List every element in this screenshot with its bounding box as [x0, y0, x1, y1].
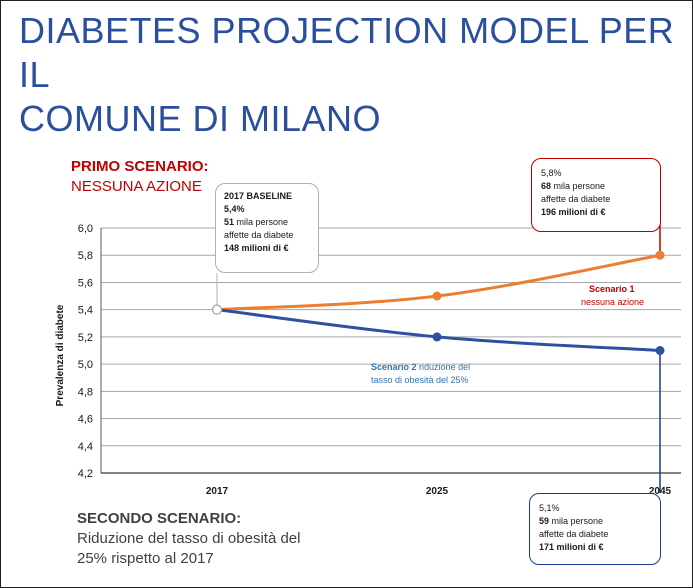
scenario-2-block: SECONDO SCENARIO: Riduzione del tasso di… — [77, 509, 337, 569]
scenario-1-point — [432, 291, 442, 301]
s1-callout-people-text: mila persone — [553, 181, 606, 191]
baseline-callout: 2017 BASELINE 5,4% 51 mila persone affet… — [215, 183, 319, 273]
s1-callout-pct: 5,8% — [541, 168, 562, 178]
y-tick-label: 4,8 — [78, 386, 93, 398]
scenario-1-heading: PRIMO SCENARIO: — [71, 158, 209, 175]
axis-layer — [100, 228, 681, 474]
x-tick-label: 2045 — [649, 486, 672, 497]
s2-callout-pct: 5,1% — [539, 503, 560, 513]
y-tick-label: 5,8 — [78, 250, 93, 262]
baseline-callout-people-text: mila persone — [236, 217, 289, 227]
s2-callout-cost-text: milioni di € — [556, 542, 604, 552]
title-line-2: COMUNE DI MILANO — [19, 98, 382, 139]
y-tick-label: 5,0 — [78, 359, 93, 371]
y-tick-label: 4,6 — [78, 414, 93, 426]
baseline-callout-affected: affette da diabete — [224, 230, 294, 240]
s2-callout-cost-num: 171 — [539, 542, 555, 552]
y-tick-label: 4,2 — [78, 468, 93, 480]
scenario-2-point — [655, 346, 665, 355]
series-line-scenario-2 — [216, 308, 661, 352]
s1-callout-affected: affette da diabete — [541, 194, 611, 204]
y-tick-label: 5,2 — [78, 332, 93, 344]
s1-callout-cost-num: 196 — [541, 207, 557, 217]
y-tick-label: 5,4 — [78, 305, 93, 317]
baseline-callout-cost-text: milioni di € — [241, 243, 289, 253]
y-tick-label: 6,0 — [78, 223, 93, 235]
scenario-1-2045-callout: 5,8% 68 mila persone affette da diabete … — [531, 158, 661, 232]
x-tick-label: 2025 — [426, 486, 449, 497]
y-tick-label: 4,4 — [78, 441, 93, 453]
baseline-callout-cost-num: 148 — [224, 243, 240, 253]
scenario-2-heading: SECONDO SCENARIO: — [77, 510, 242, 527]
x-tick-label: 2017 — [206, 486, 229, 497]
scenario-1-heading-block: PRIMO SCENARIO: NESSUNA AZIONE — [71, 157, 209, 197]
scenario-1-subheading: NESSUNA AZIONE — [71, 178, 202, 195]
s2-callout-people-num: 59 — [539, 516, 550, 526]
scenario-2-2045-callout: 5,1% 59 mila persone affette da diabete … — [529, 493, 661, 565]
s2-note-name: Scenario 2 — [371, 362, 417, 372]
scenario-1-series-note: Scenario 1 nessuna azione — [581, 283, 671, 309]
baseline-callout-people-num: 51 — [224, 217, 235, 227]
y-tick-label: 5,6 — [78, 277, 93, 289]
baseline-point — [211, 304, 223, 315]
s2-callout-affected: affette da diabete — [539, 529, 609, 539]
label-layer: 4,2 4,4 4,6 4,8 5,0 5,2 5,4 5,6 5,8 6,0 2017 2025 20… — [55, 223, 672, 497]
y-axis-label: Prevalenza di diabete — [55, 304, 66, 406]
baseline-callout-pct: 5,4% — [224, 204, 245, 214]
scenario-1-point — [655, 250, 665, 260]
baseline-callout-title: 2017 BASELINE — [224, 191, 293, 201]
scenario-2-text-line-1: Riduzione del tasso di obesità del — [77, 530, 301, 547]
page-title: DIABETES PROJECTION MODEL PER IL COMUNE … — [19, 9, 679, 141]
s1-callout-cost-text: milioni di € — [558, 207, 606, 217]
s2-callout-people-text: mila persone — [551, 516, 604, 526]
series-layer — [211, 250, 665, 355]
s1-note-desc: nessuna azione — [581, 297, 645, 307]
scenario-2-point — [432, 332, 442, 342]
title-line-1: DIABETES PROJECTION MODEL PER IL — [19, 10, 675, 95]
s1-note-name: Scenario 1 — [589, 284, 635, 294]
s2-note-desc-b: tasso di obesità del 25% — [371, 375, 469, 385]
scenario-2-text-line-2: 25% rispetto al 2017 — [77, 550, 214, 567]
grid-layer — [101, 227, 681, 474]
s2-note-desc-a: riduzione del — [419, 362, 471, 372]
s1-callout-people-num: 68 — [541, 181, 552, 191]
scenario-2-series-note: Scenario 2 riduzione del tasso di obesit… — [371, 361, 501, 387]
